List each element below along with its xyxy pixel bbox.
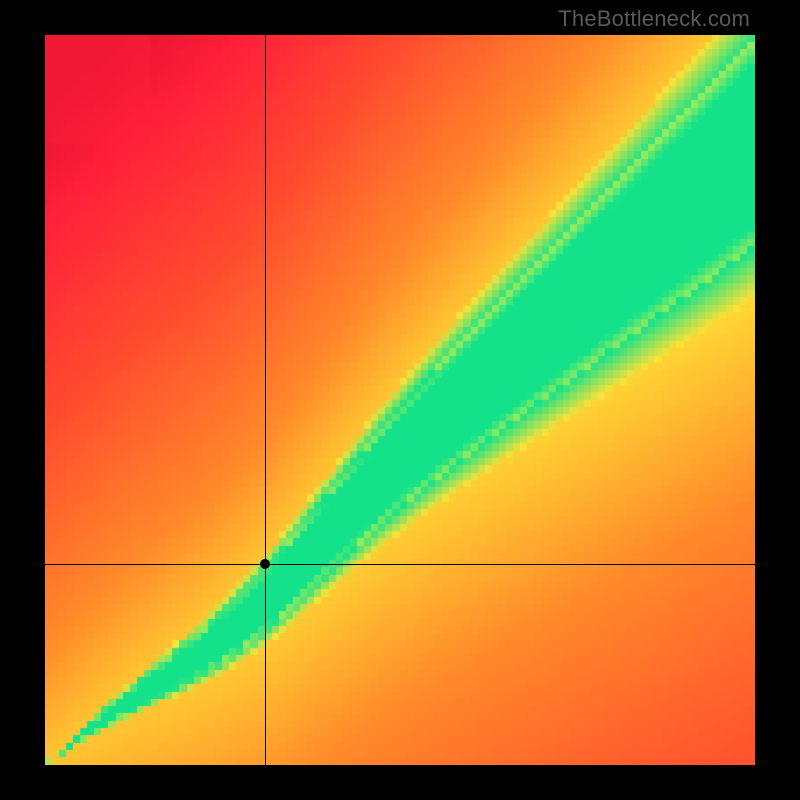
figure-root: TheBottleneck.com <box>0 0 800 800</box>
heatmap-plot <box>45 35 755 765</box>
watermark-text: TheBottleneck.com <box>558 6 750 32</box>
crosshair-horizontal <box>45 564 755 565</box>
heatmap-canvas <box>45 35 755 765</box>
crosshair-vertical <box>265 35 266 765</box>
